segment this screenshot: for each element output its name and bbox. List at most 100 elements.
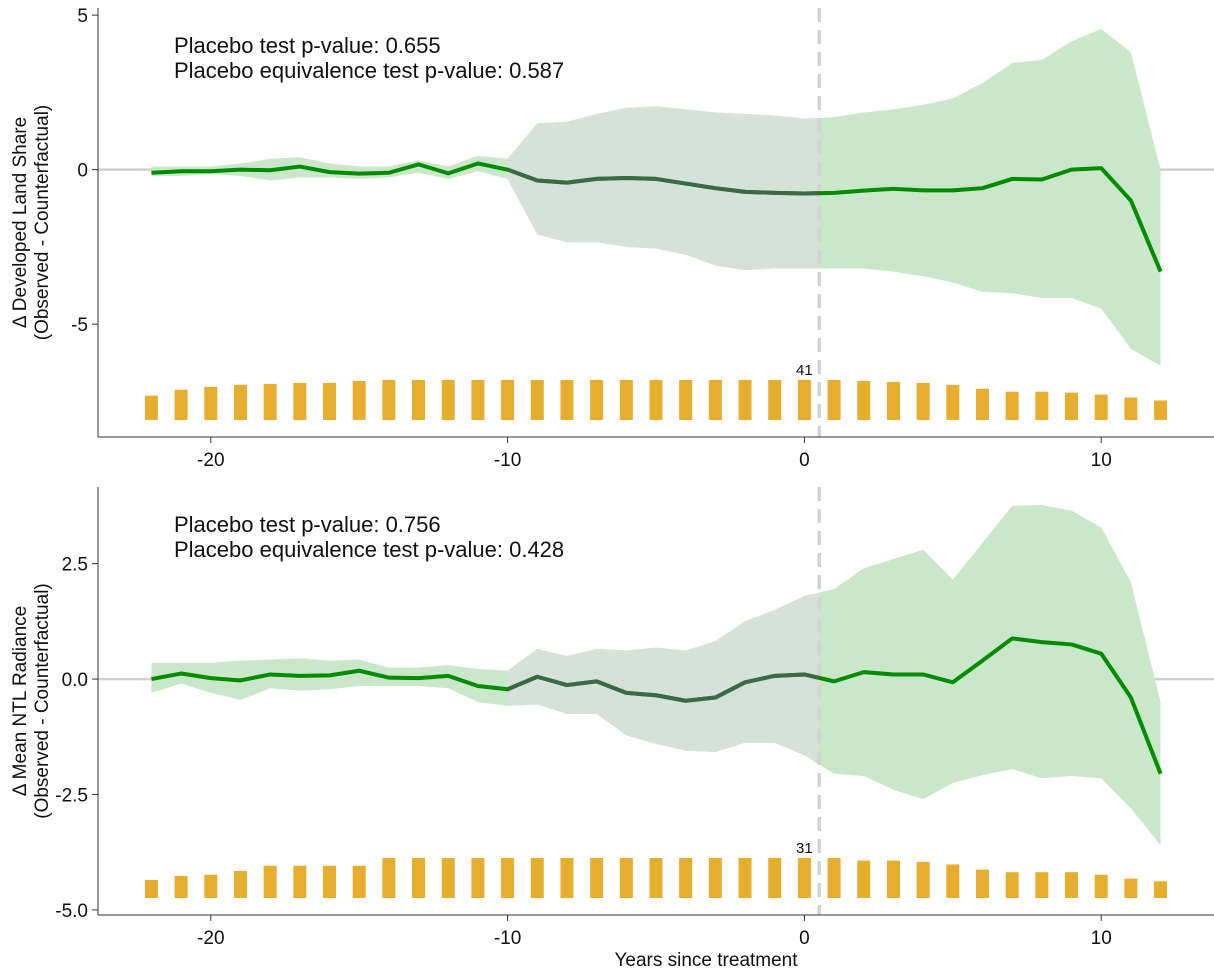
count-bar xyxy=(738,380,752,420)
y-tick-label: -2.5 xyxy=(55,785,88,806)
count-bar xyxy=(1035,872,1049,898)
count-label: 41 xyxy=(796,362,813,379)
count-bar xyxy=(857,860,871,898)
count-bar xyxy=(827,380,841,420)
count-bar xyxy=(619,858,633,898)
count-bar xyxy=(916,861,930,898)
count-bar xyxy=(1154,400,1168,420)
count-bar xyxy=(560,380,574,420)
count-bar xyxy=(352,380,366,420)
count-bar xyxy=(204,386,218,420)
count-bar xyxy=(827,858,841,898)
y-tick-label: 5 xyxy=(77,6,88,27)
count-bar xyxy=(471,858,485,898)
count-bar xyxy=(1035,391,1049,420)
count-bar xyxy=(382,380,396,420)
x-tick-label: -20 xyxy=(197,928,224,949)
count-bar xyxy=(1005,872,1019,898)
count-bar xyxy=(946,864,960,898)
count-bar xyxy=(204,874,218,898)
count-bar xyxy=(1094,394,1108,420)
annotation: Placebo equivalence test p-value: 0.428 xyxy=(174,537,564,562)
count-bar xyxy=(412,858,426,898)
count-bar xyxy=(174,876,188,898)
x-tick-label: 10 xyxy=(1091,450,1112,471)
count-bar xyxy=(560,858,574,898)
count-bar xyxy=(768,380,782,420)
count-bar xyxy=(1065,392,1079,420)
count-bar xyxy=(352,865,366,898)
count-bar xyxy=(263,865,277,898)
count-bar xyxy=(738,858,752,898)
count-bar xyxy=(323,865,337,898)
count-bar xyxy=(916,382,930,420)
count-bar xyxy=(1124,397,1138,420)
effect-line-highlight xyxy=(507,672,820,703)
count-bar xyxy=(679,380,693,420)
panel: 41 -5 0 5 -20 -10 0 10 Δ Developed Land Share (Ob… xyxy=(10,6,1214,471)
count-bar xyxy=(946,384,960,420)
count-bar xyxy=(797,380,811,420)
y-axis-label: (Observed - Counterfactual) xyxy=(32,583,53,819)
count-bar xyxy=(412,380,426,420)
count-bar xyxy=(530,858,544,898)
y-axis-label: Δ Developed Land Share xyxy=(10,117,31,328)
y-axis-label: Δ Mean NTL Radiance xyxy=(10,606,31,796)
count-bar xyxy=(797,858,811,898)
ribbon-highlight xyxy=(507,106,820,271)
effect-line-highlight xyxy=(507,167,820,196)
x-tick-label: -10 xyxy=(494,928,521,949)
x-tick-label: 0 xyxy=(799,928,810,949)
count-bar xyxy=(1094,874,1108,898)
count-bar xyxy=(233,384,247,420)
y-tick-label: -5.0 xyxy=(55,901,88,922)
y-tick-label: -5 xyxy=(71,315,88,336)
count-bar xyxy=(886,381,900,420)
count-bar xyxy=(174,389,188,420)
count-bar xyxy=(144,879,158,898)
x-tick-label: 0 xyxy=(799,450,810,471)
count-bar xyxy=(768,858,782,898)
y-tick-label: 0 xyxy=(77,161,88,182)
count-bar xyxy=(1065,872,1079,898)
count-bar xyxy=(708,380,722,420)
count-bar xyxy=(590,380,604,420)
count-bar xyxy=(708,858,722,898)
count-bar xyxy=(530,380,544,420)
count-bar xyxy=(857,380,871,420)
count-bar xyxy=(471,380,485,420)
y-axis-label: (Observed - Counterfactual) xyxy=(32,105,53,341)
x-tick-label: -20 xyxy=(197,450,224,471)
count-bar xyxy=(1124,878,1138,898)
count-bar xyxy=(501,858,515,898)
count-bar xyxy=(679,858,693,898)
y-tick-label: 0.0 xyxy=(62,670,88,691)
count-bar xyxy=(1154,881,1168,898)
count-bar xyxy=(382,858,396,898)
count-bar xyxy=(649,858,663,898)
ribbon-highlight xyxy=(507,592,820,765)
count-bar xyxy=(1005,391,1019,420)
x-tick-label: 10 xyxy=(1091,928,1112,949)
y-tick-label: 2.5 xyxy=(62,555,88,576)
count-label: 31 xyxy=(796,840,813,857)
count-bar xyxy=(975,388,989,420)
annotation: Placebo test p-value: 0.655 xyxy=(174,33,441,58)
x-axis-label: Years since treatment xyxy=(614,950,798,971)
count-bar xyxy=(501,380,515,420)
count-bar xyxy=(619,380,633,420)
count-bar xyxy=(233,870,247,898)
count-bar xyxy=(293,865,307,898)
count-bar xyxy=(975,869,989,898)
count-bar xyxy=(293,382,307,420)
count-bar xyxy=(649,380,663,420)
count-bar xyxy=(886,860,900,898)
annotation: Placebo equivalence test p-value: 0.587 xyxy=(174,58,564,83)
x-tick-label: -10 xyxy=(494,450,521,471)
count-bar xyxy=(263,383,277,420)
annotation: Placebo test p-value: 0.756 xyxy=(174,512,441,537)
count-bar xyxy=(590,858,604,898)
count-bar xyxy=(144,395,158,420)
count-bar xyxy=(441,858,455,898)
